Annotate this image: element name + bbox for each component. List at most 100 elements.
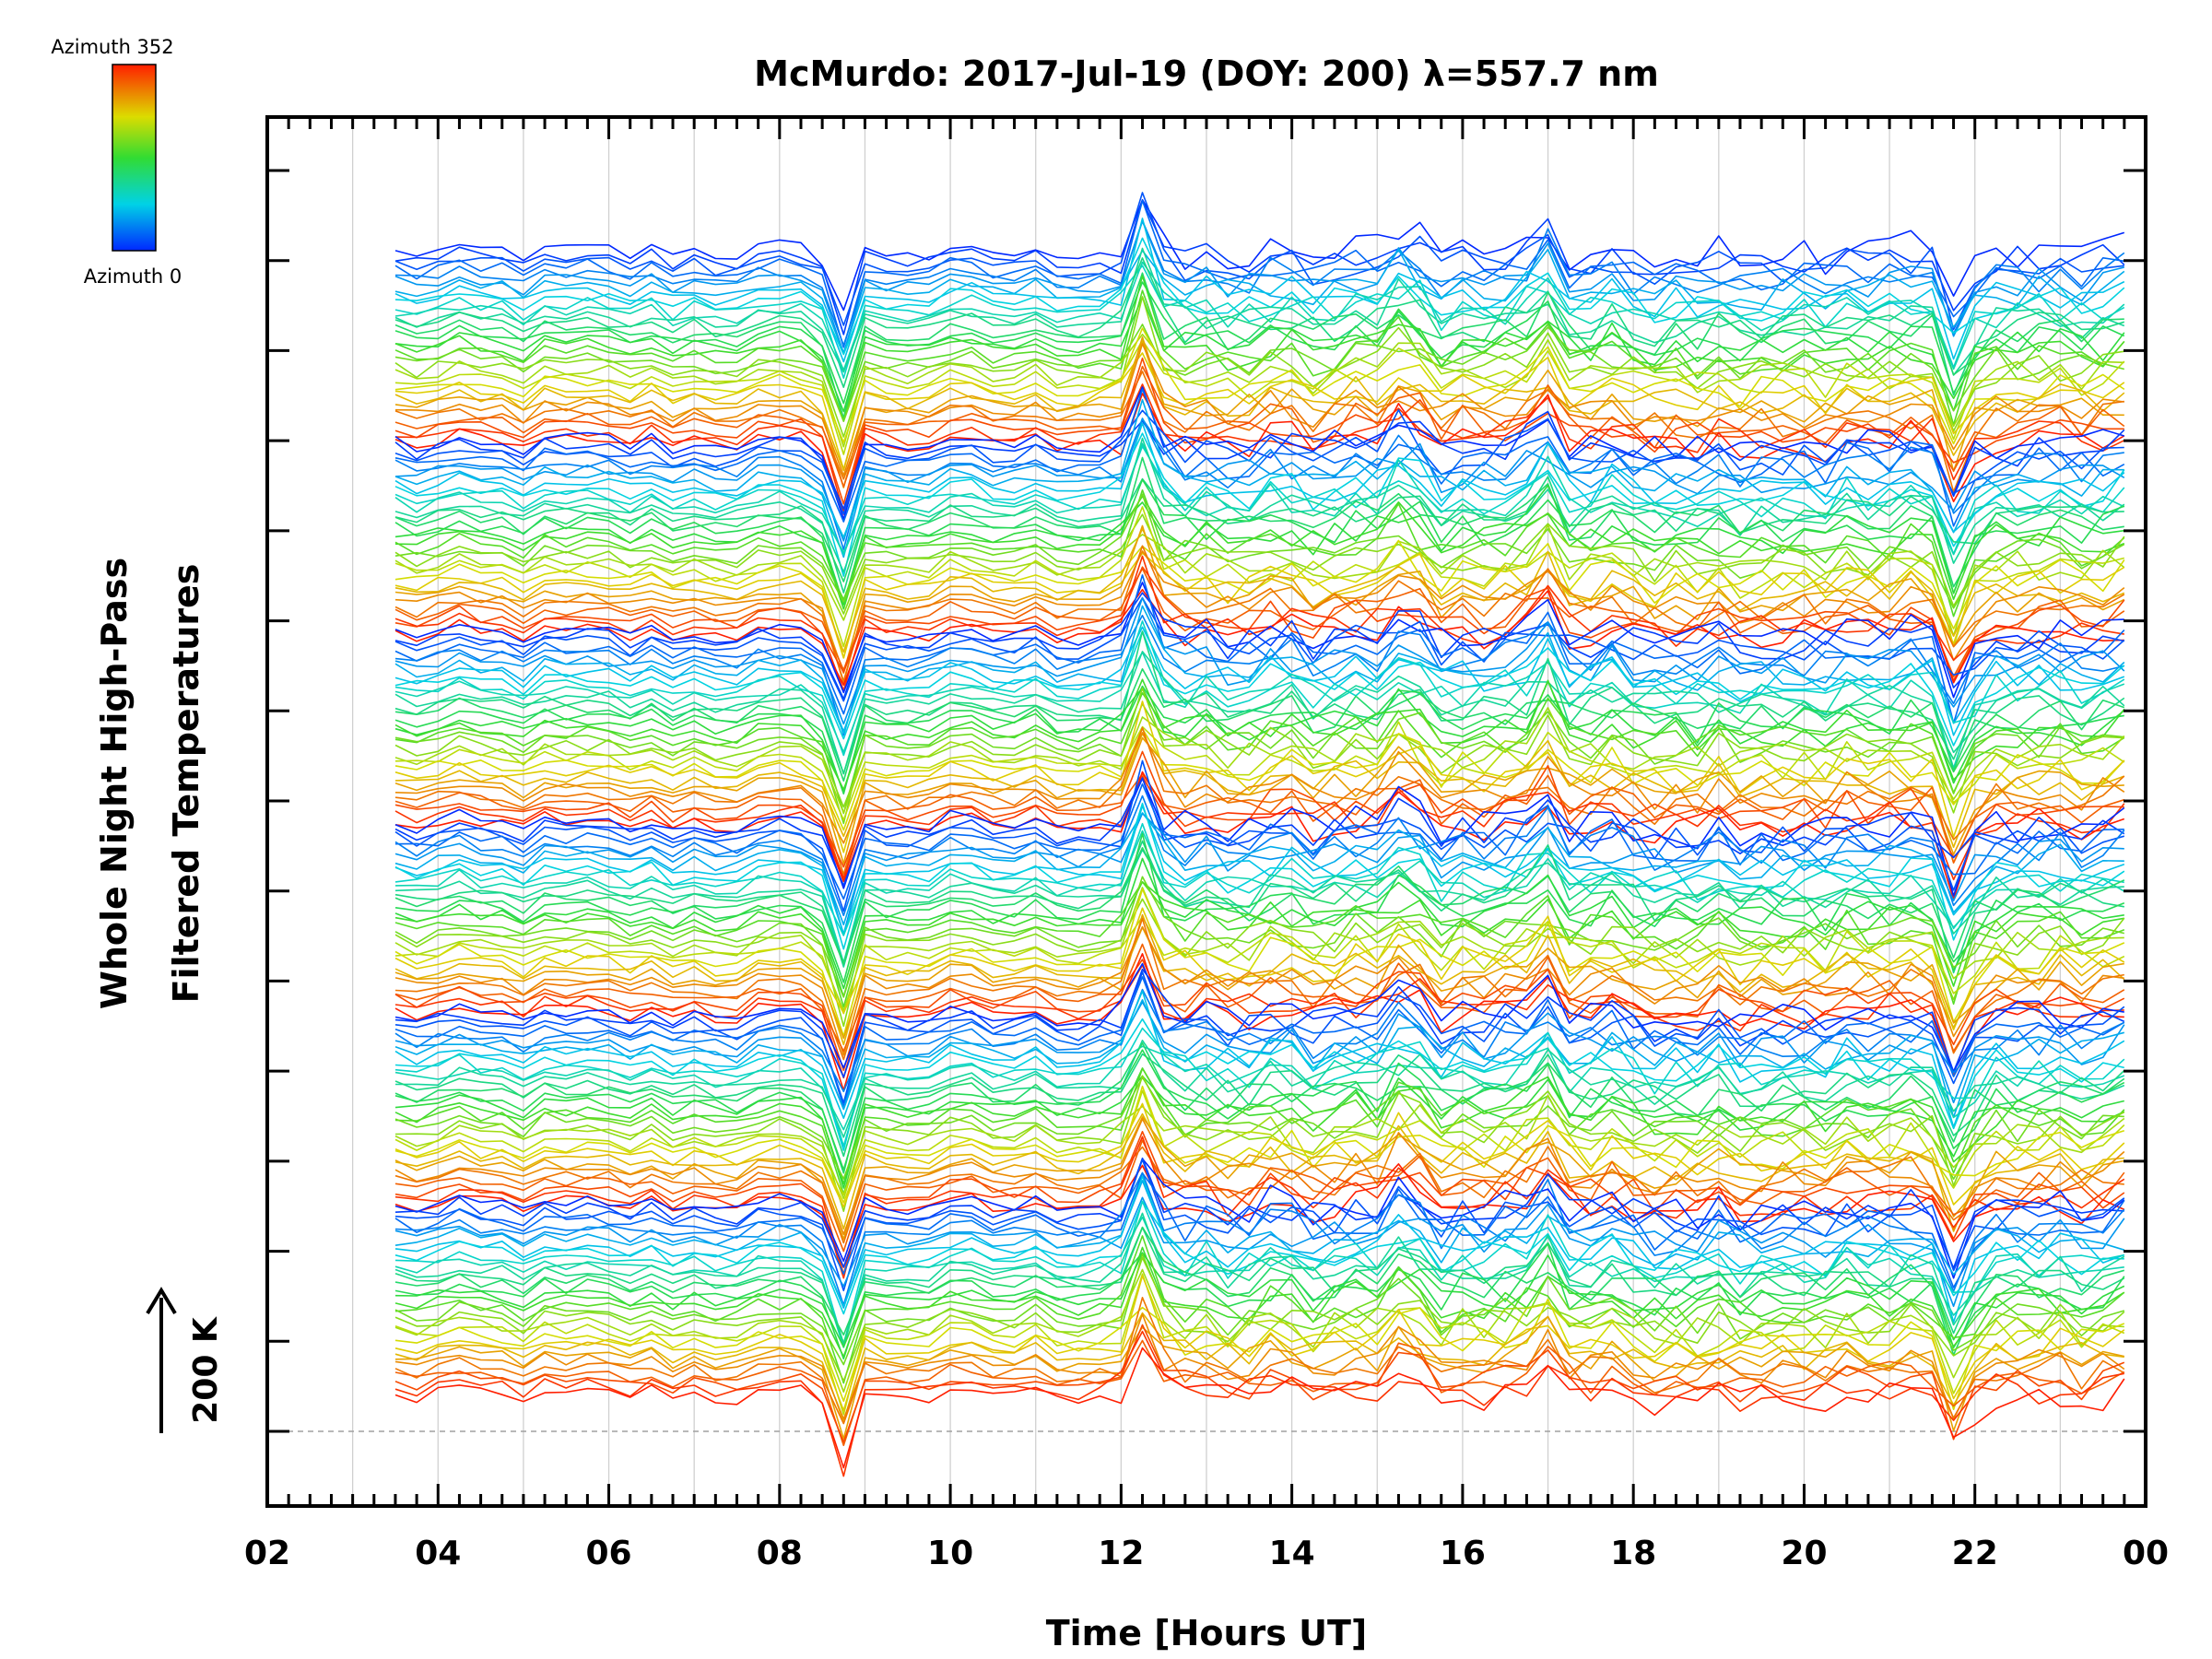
x-axis-label: Time [Hours UT] [1046, 1613, 1368, 1653]
series-line [394, 371, 2124, 493]
series-line [394, 418, 2124, 550]
series-line [394, 339, 2125, 455]
series-line [394, 881, 2124, 997]
series-line [394, 925, 2124, 1056]
series-line [394, 275, 2125, 421]
series-line [394, 1235, 2125, 1384]
series-line [394, 1180, 2125, 1309]
series-line [394, 1196, 2125, 1308]
series-line [394, 1273, 2125, 1416]
series-line [394, 388, 2125, 527]
series-line [394, 678, 2125, 791]
colorbar-gradient [112, 64, 157, 252]
series-line [394, 782, 2124, 900]
series-line [394, 759, 2125, 912]
chart-title: McMurdo: 2017-Jul-19 (DOY: 200) λ=557.7 … [754, 53, 1659, 94]
series-line [394, 1102, 2125, 1208]
series-line [394, 237, 2125, 356]
series-line [394, 265, 2125, 379]
temperature-series [394, 192, 2125, 1477]
series-line [394, 1171, 2125, 1306]
series-line [394, 692, 2125, 815]
series-line [394, 568, 2125, 677]
series-line [394, 1135, 2125, 1279]
series-line [394, 1075, 2124, 1189]
colorbar: Azimuth 352 Azimuth 0 [51, 36, 182, 288]
series-line [394, 1227, 2125, 1345]
series-line [394, 700, 2125, 853]
series-line [394, 943, 2125, 1053]
series-line [394, 422, 2125, 538]
series-line [394, 988, 2125, 1093]
series-line [394, 1312, 2124, 1423]
x-tick-label: 00 [2123, 1535, 2169, 1572]
series-line [394, 1077, 2124, 1180]
series-line [394, 582, 2124, 699]
x-tick-label: 12 [1098, 1535, 1144, 1572]
series-line [394, 1131, 2125, 1276]
series-line [394, 777, 2125, 887]
series-line [394, 357, 2124, 505]
x-tick-label: 14 [1269, 1535, 1315, 1572]
series-line [394, 1075, 2125, 1212]
series-line [394, 876, 2124, 998]
series-line [394, 574, 2125, 724]
series-line [394, 539, 2125, 659]
series-line [394, 334, 2124, 448]
series-line [394, 1226, 2125, 1356]
series-line [394, 219, 2125, 347]
series-line [394, 1157, 2124, 1269]
series-line [394, 192, 2124, 331]
series-line [394, 685, 2124, 795]
series-line [394, 218, 2125, 363]
series-line [394, 247, 2125, 376]
series-line [394, 1053, 2125, 1158]
series-line [394, 707, 2125, 814]
colorbar-top-label: Azimuth 352 [51, 36, 173, 58]
series-line [394, 506, 2124, 648]
series-line [394, 524, 2125, 637]
series-line [394, 1175, 2125, 1324]
y-axis-label-line2: Filtered Temperatures [166, 564, 206, 1004]
series-line [394, 626, 2125, 736]
series-line [394, 1045, 2125, 1131]
series-line [394, 1253, 2125, 1366]
series-line [394, 478, 2125, 606]
series-line [394, 1067, 2125, 1195]
series-line [394, 615, 2124, 736]
series-line [394, 1313, 2125, 1420]
y-axis-ticks [267, 169, 2146, 1433]
series-line [394, 365, 2125, 488]
series-line [394, 524, 2125, 675]
x-tick-label: 02 [244, 1535, 290, 1572]
series-line [394, 296, 2124, 438]
series-line [394, 588, 2124, 687]
x-tick-label: 06 [585, 1535, 631, 1572]
series-line [394, 398, 2124, 559]
series-line [394, 552, 2125, 659]
series-line [394, 199, 2125, 335]
series-line [394, 832, 2125, 983]
series-line [394, 1347, 2125, 1469]
series-line [394, 1298, 2125, 1410]
series-line [394, 408, 2124, 515]
series-line [394, 418, 2125, 542]
series-line [394, 913, 2124, 1040]
series-line [394, 721, 2125, 821]
series-line [394, 1089, 2125, 1195]
series-line [394, 550, 2125, 685]
series-line [394, 566, 2125, 682]
series-line [394, 916, 2125, 1015]
series-line [394, 596, 2125, 702]
series-line [394, 1094, 2125, 1200]
series-line [394, 726, 2125, 876]
colorbar-bottom-label: Azimuth 0 [84, 265, 182, 288]
series-line [394, 849, 2124, 968]
series-line [394, 352, 2125, 470]
series-line [394, 918, 2124, 1061]
series-line [394, 1049, 2125, 1171]
x-tick-label: 08 [757, 1535, 803, 1572]
series-line [394, 812, 2124, 926]
series-line [394, 830, 2125, 964]
